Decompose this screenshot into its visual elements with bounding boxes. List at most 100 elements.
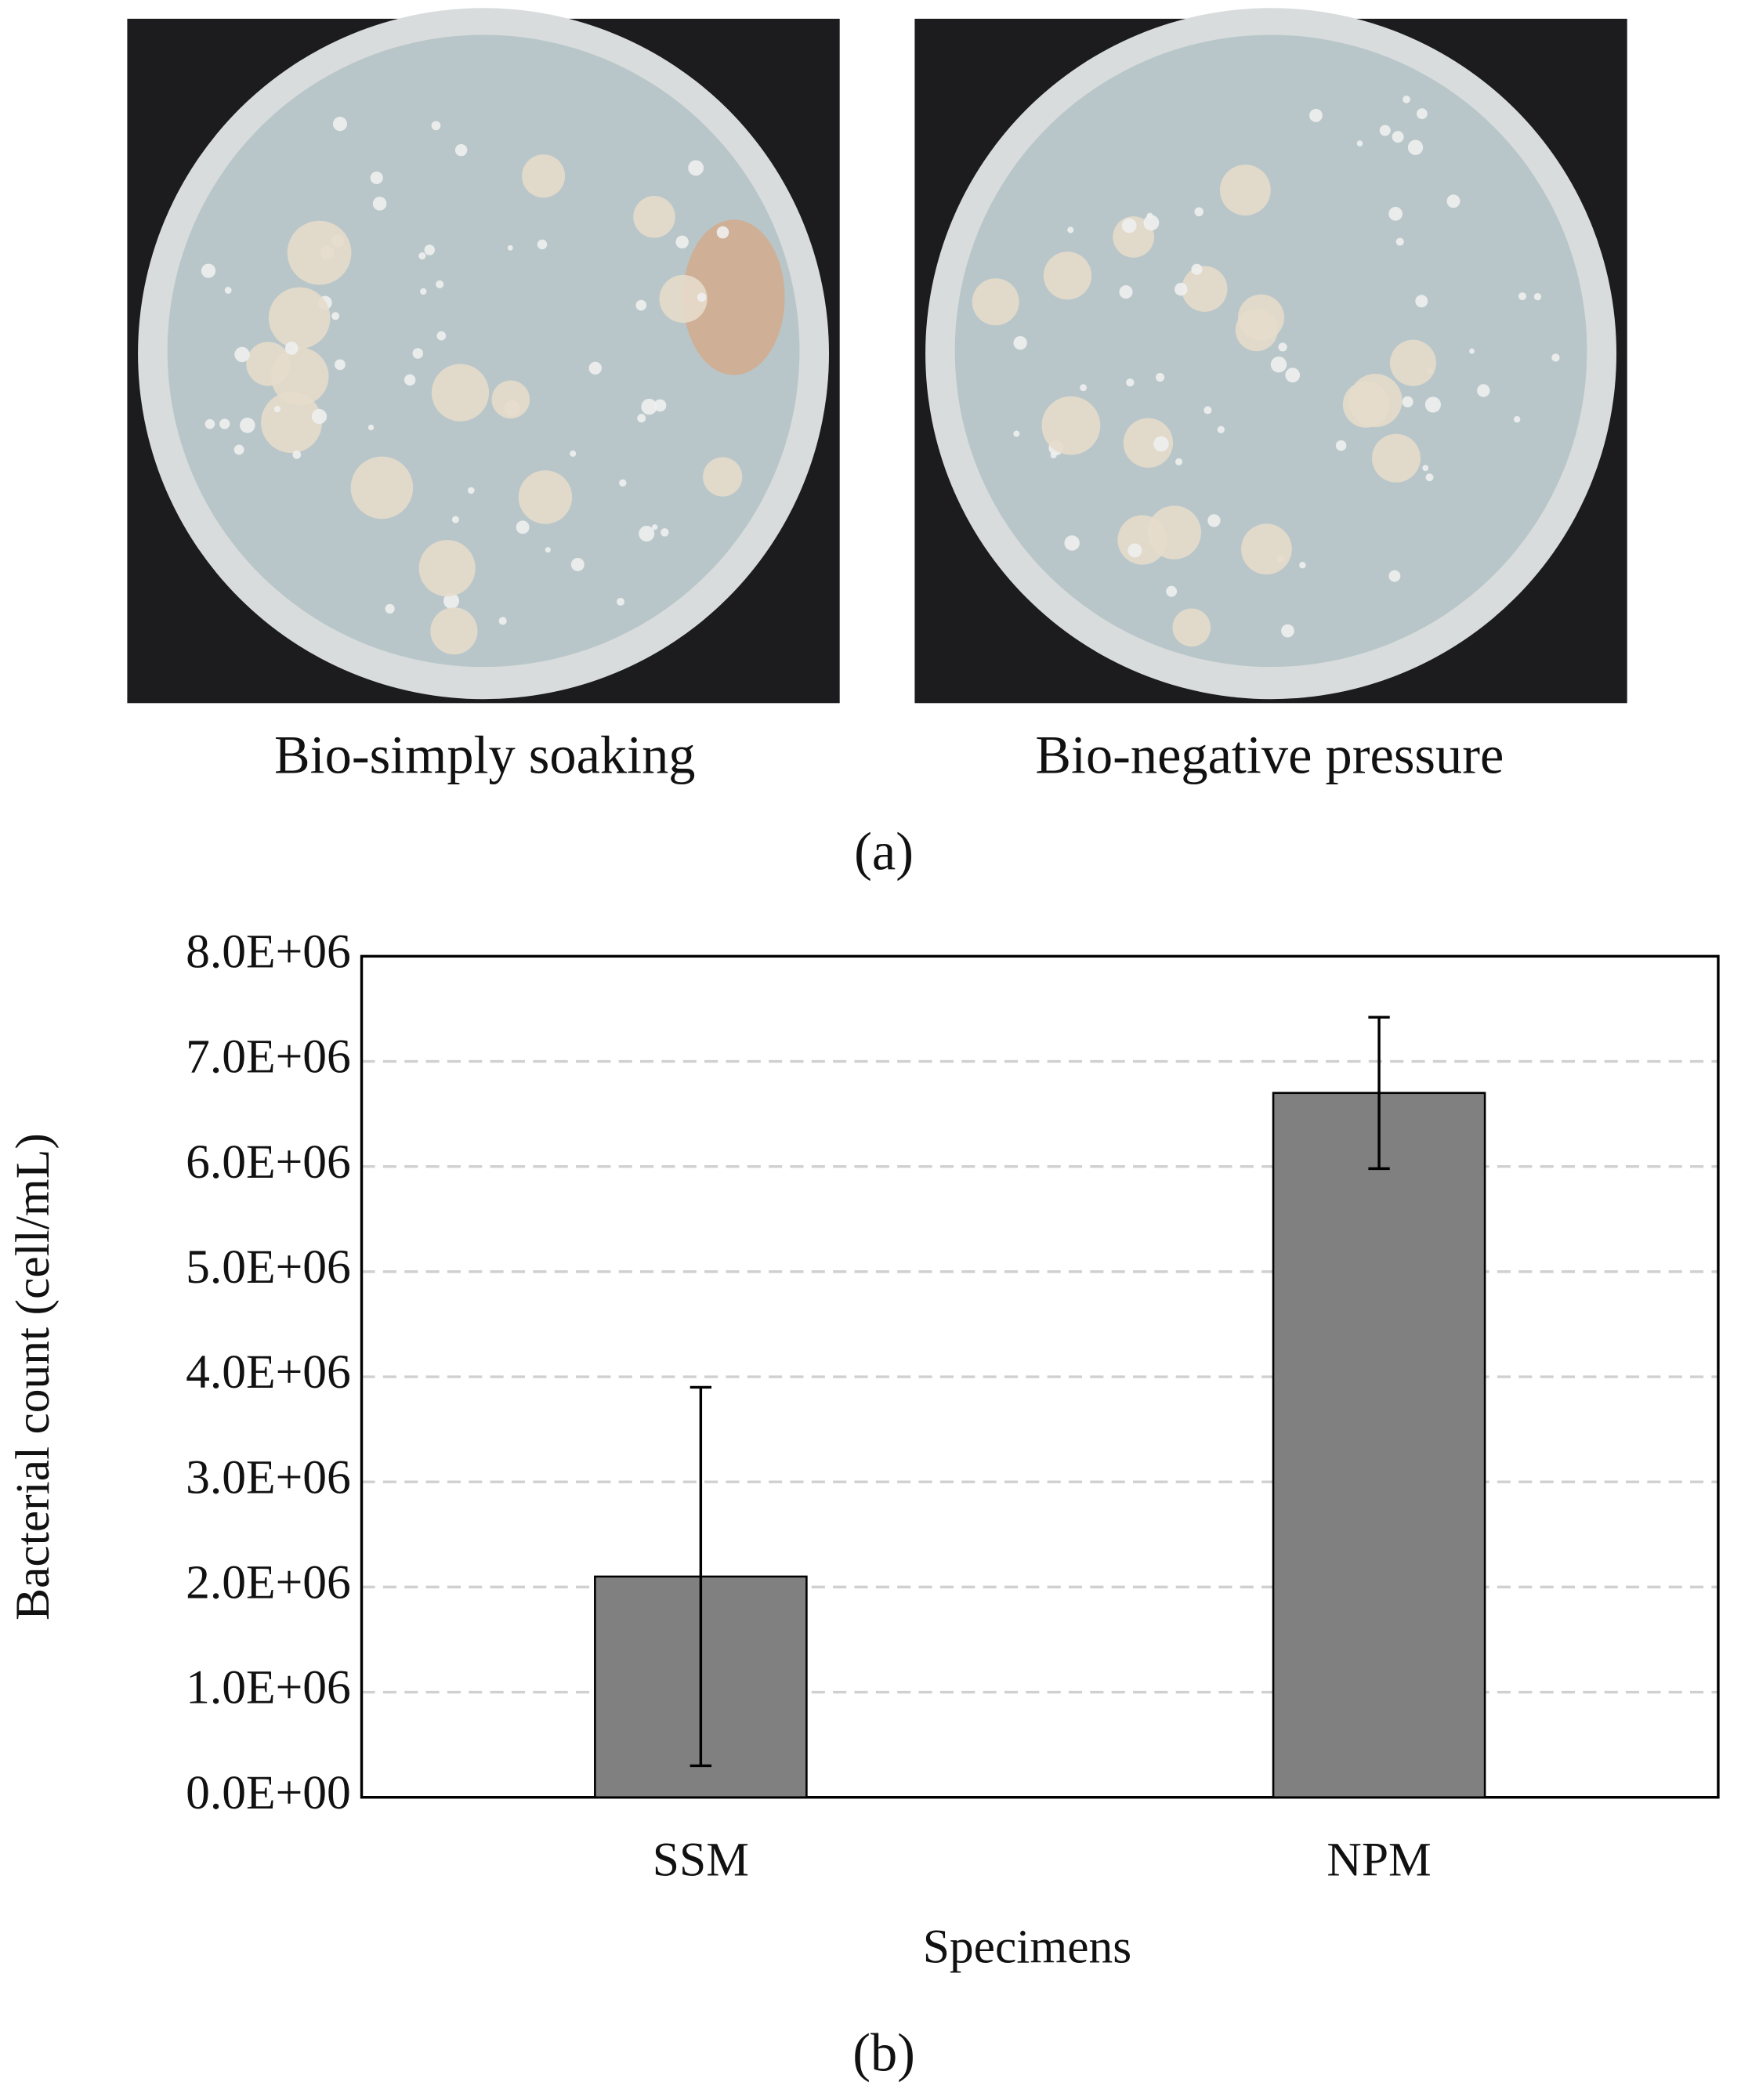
- colony: [240, 418, 255, 433]
- colony: [451, 516, 459, 523]
- agar: [954, 34, 1587, 668]
- colony: [637, 414, 646, 423]
- y-tick-label: 2.0E+06: [186, 1556, 351, 1609]
- colony: [205, 418, 215, 429]
- colony: [1156, 373, 1165, 382]
- colony: [234, 346, 250, 363]
- photo-left: [127, 8, 840, 704]
- photo-caption: Bio-simply soaking: [274, 726, 695, 785]
- colony: [570, 557, 585, 571]
- colony: [1309, 108, 1323, 122]
- colony: [436, 280, 444, 288]
- colony: [1238, 294, 1285, 341]
- colony: [1127, 543, 1142, 558]
- colony: [1407, 139, 1424, 155]
- colony: [1335, 440, 1347, 451]
- y-axis-title: Bacterial count (cell/mL): [6, 1133, 60, 1620]
- colony: [972, 278, 1019, 326]
- colony: [1041, 396, 1101, 455]
- colony: [1281, 624, 1294, 638]
- colony: [1278, 342, 1287, 352]
- colony: [1123, 418, 1174, 468]
- y-tick-label: 8.0E+06: [186, 925, 351, 978]
- y-tick-label: 7.0E+06: [186, 1030, 351, 1084]
- colony: [1477, 384, 1490, 397]
- colony: [1348, 374, 1403, 428]
- colony: [273, 405, 281, 413]
- colony: [1518, 292, 1526, 301]
- colony: [1207, 514, 1221, 527]
- colony: [431, 121, 441, 131]
- colony: [1050, 451, 1057, 458]
- colony: [1143, 215, 1160, 231]
- colony: [1219, 165, 1271, 215]
- colony: [350, 456, 414, 520]
- colony: [1395, 237, 1404, 246]
- colony: [1299, 561, 1306, 569]
- colony: [1417, 108, 1428, 119]
- colony: [233, 444, 244, 455]
- colony: [385, 603, 395, 614]
- colony: [1389, 339, 1436, 386]
- colony: [1121, 218, 1137, 234]
- colony: [268, 287, 331, 349]
- colony: [219, 418, 230, 429]
- colony: [1146, 212, 1153, 219]
- colony: [1356, 140, 1363, 147]
- colony: [537, 239, 548, 250]
- y-tick-label: 6.0E+06: [186, 1135, 351, 1189]
- colony: [270, 347, 329, 406]
- colony: [1013, 335, 1027, 350]
- x-axis-title: Specimens: [923, 1920, 1132, 1973]
- y-tick-label: 3.0E+06: [186, 1450, 351, 1504]
- colony: [1191, 263, 1203, 275]
- colony: [1379, 125, 1391, 136]
- x-tick-label: NPM: [1327, 1833, 1431, 1886]
- colony: [1371, 433, 1421, 483]
- colony: [1166, 585, 1178, 597]
- colony: [1119, 285, 1133, 299]
- colony: [1514, 415, 1521, 423]
- colony: [653, 399, 667, 412]
- colony: [588, 361, 602, 375]
- colony: [1422, 465, 1429, 472]
- colonies: [201, 96, 1560, 655]
- colony: [1064, 535, 1080, 551]
- colony: [412, 348, 424, 359]
- colony: [697, 292, 707, 302]
- colony: [443, 592, 460, 609]
- colony: [635, 299, 647, 311]
- colony: [491, 380, 530, 419]
- colony: [659, 274, 708, 323]
- colony: [1203, 406, 1212, 415]
- colony: [1388, 206, 1403, 221]
- colony: [1126, 378, 1135, 387]
- colony: [1175, 282, 1188, 296]
- panel-label: (a): [854, 822, 914, 882]
- colony: [420, 288, 427, 295]
- colony: [1388, 570, 1401, 582]
- colony: [1241, 523, 1292, 575]
- colony: [570, 450, 577, 457]
- colony: [1194, 207, 1203, 217]
- colony: [1285, 368, 1301, 383]
- colony: [1217, 425, 1225, 433]
- colony: [1172, 608, 1211, 647]
- error-bar: [1368, 1016, 1390, 1171]
- colony: [370, 171, 383, 185]
- colony: [467, 487, 475, 494]
- colony: [367, 424, 375, 431]
- colony: [688, 160, 704, 176]
- colony: [284, 342, 299, 355]
- colony: [1153, 436, 1169, 452]
- photo-caption: Bio-negative pressure: [1035, 726, 1504, 785]
- error-bar: [690, 1385, 712, 1768]
- colony: [1392, 131, 1404, 143]
- colony: [201, 263, 216, 278]
- colony: [1415, 295, 1428, 308]
- x-tick-label: SSM: [653, 1833, 749, 1886]
- colony: [331, 312, 340, 320]
- colony: [516, 520, 530, 534]
- colony: [545, 547, 551, 553]
